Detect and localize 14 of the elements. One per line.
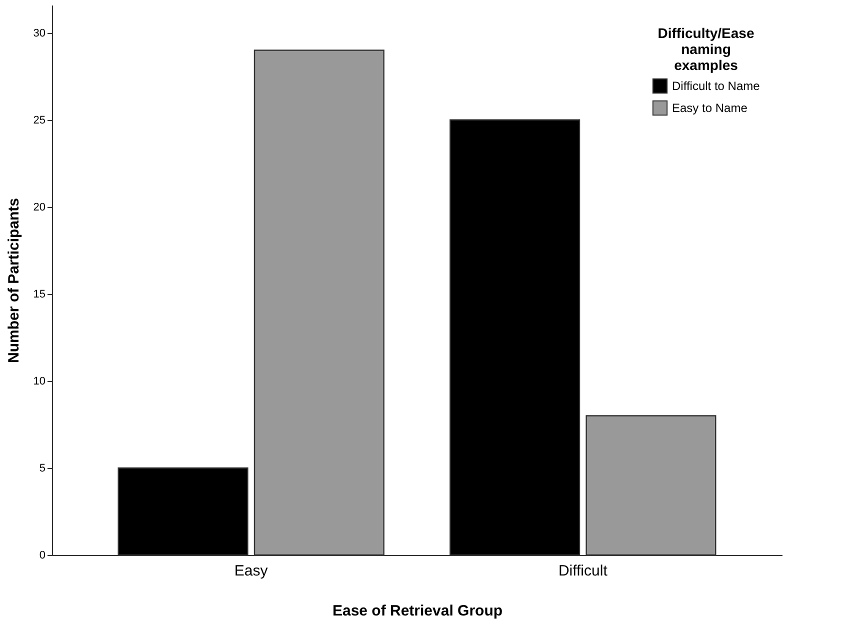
x-tick-label: Difficult [558, 562, 608, 580]
y-tick-label: 10 [33, 375, 46, 388]
y-tick-label: 0 [39, 550, 46, 562]
x-tick-label: Easy [234, 562, 268, 580]
x-axis-title: Ease of Retrieval Group [332, 602, 503, 620]
y-axis-title: Number of Participants [5, 198, 22, 364]
legend-label: Difficult to Name [672, 79, 760, 93]
y-tick-label: 30 [33, 27, 46, 40]
legend-title: Difficulty/Ease naming examples [658, 25, 754, 73]
y-tick-label: 25 [33, 114, 46, 126]
y-tick-label: 5 [39, 462, 46, 474]
y-tick-label: 20 [33, 201, 46, 214]
y-tick-label: 15 [33, 288, 46, 300]
legend-label: Easy to Name [672, 101, 748, 115]
